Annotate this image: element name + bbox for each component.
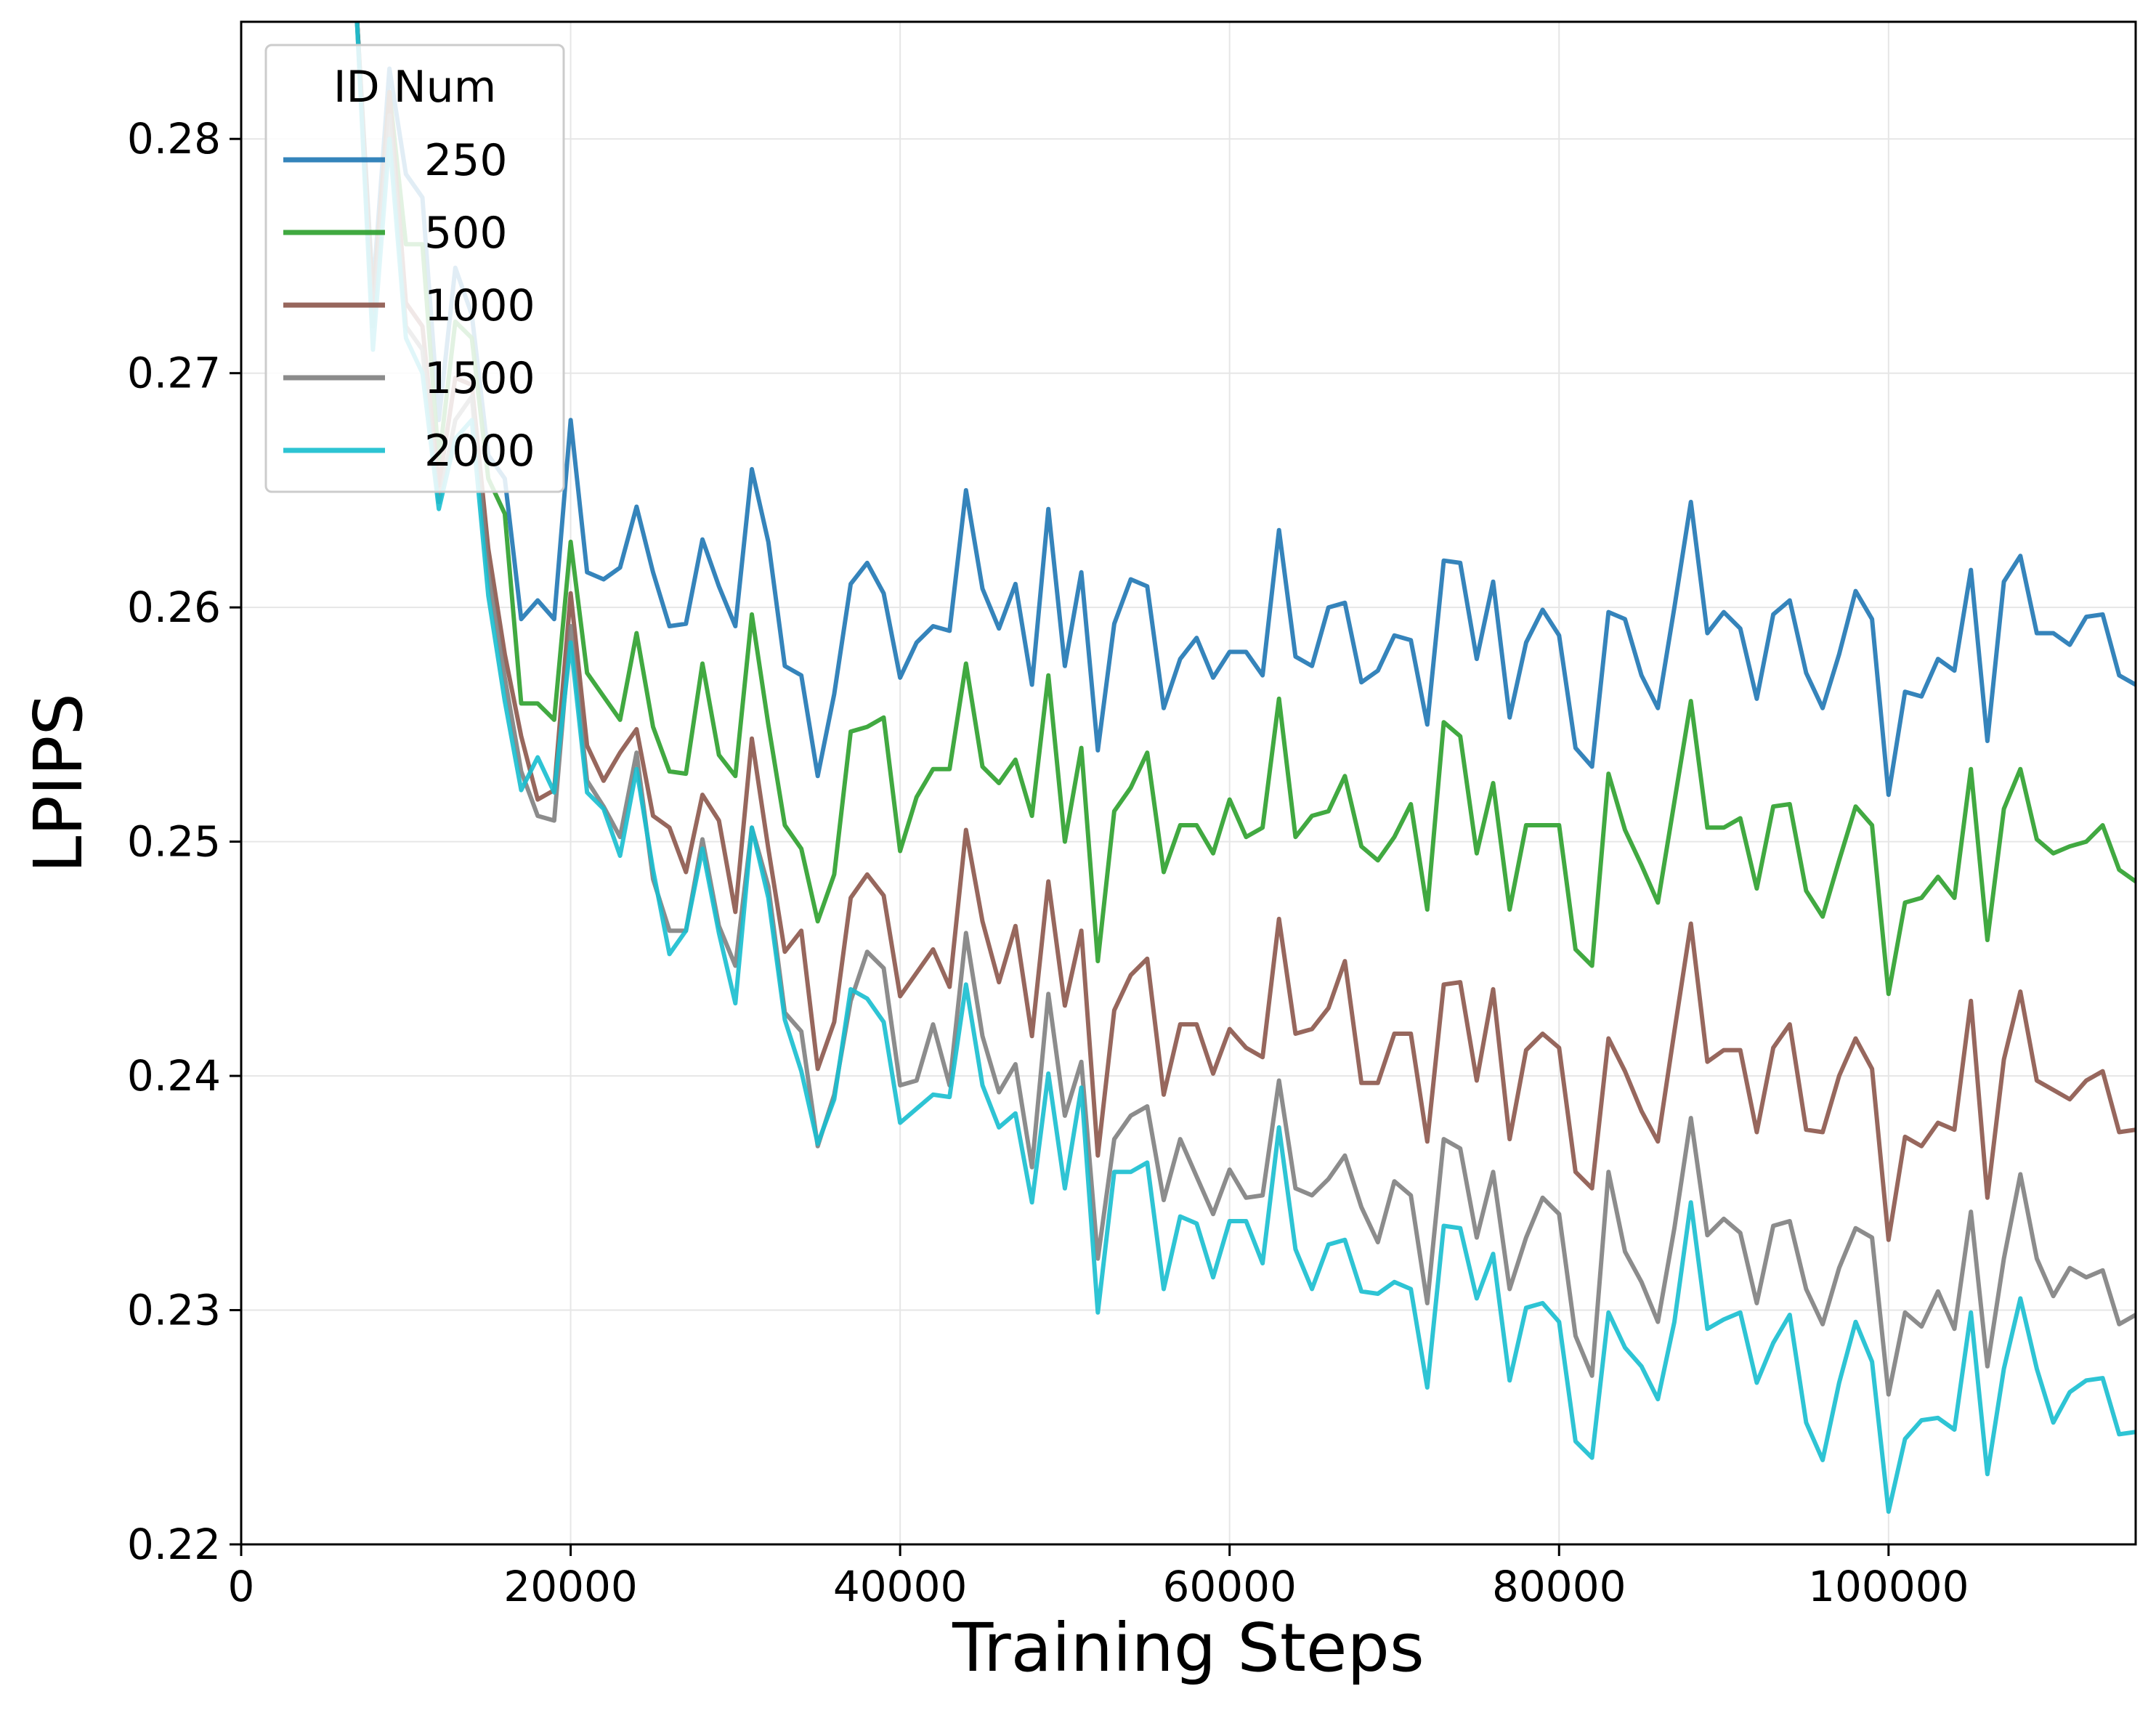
y-tick-label: 0.24 [127,1051,221,1101]
x-tick-label: 100000 [1808,1562,1969,1611]
y-tick-label: 0.25 [127,817,221,867]
x-axis-ticks: 0 20000 40000 60000 80000 100000 [228,1544,1969,1611]
y-axis-ticks: 0.22 0.23 0.24 0.25 0.26 0.27 0.28 [127,114,241,1569]
legend-items: 250 500 1000 1500 2000 [283,135,535,477]
legend-label-1500: 1500 [424,353,535,404]
legend-label-2000: 2000 [424,426,535,477]
series-line-1000 [354,22,2136,1242]
legend: ID Num 250 500 1000 1500 2000 [264,44,565,493]
legend-title: ID Num [333,62,496,113]
legend-label-250: 250 [424,135,508,186]
y-tick-label: 0.23 [127,1286,221,1335]
x-tick-label: 40000 [833,1562,968,1611]
legend-label-500: 500 [424,208,508,259]
y-tick-label: 0.22 [127,1520,221,1569]
x-axis-title: Training Steps [952,1609,1424,1687]
series-line-2000 [354,22,2136,1514]
y-tick-label: 0.28 [127,114,221,163]
series-line-500 [354,22,2136,997]
series-line-250 [354,22,2136,798]
y-tick-label: 0.27 [127,349,221,398]
series-lines [354,22,2136,1514]
x-tick-label: 20000 [503,1562,638,1611]
x-tick-label: 0 [228,1562,255,1611]
legend-label-1000: 1000 [424,280,535,331]
y-axis-title: LPIPS [20,693,97,873]
y-tick-label: 0.26 [127,583,221,632]
x-tick-label: 80000 [1492,1562,1626,1611]
grid [240,22,2136,1545]
x-tick-label: 60000 [1162,1562,1297,1611]
plot-frame [240,20,2137,1546]
